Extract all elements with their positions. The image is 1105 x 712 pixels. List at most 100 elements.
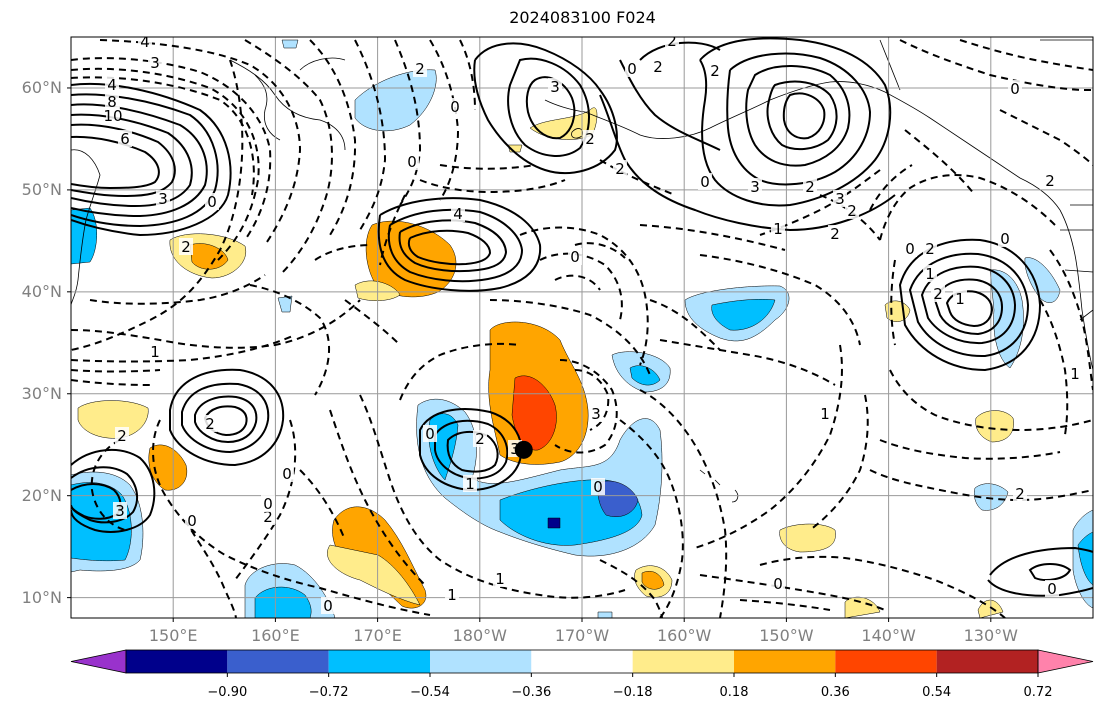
contour-label: 3: [158, 190, 168, 208]
colorbar-extend-high: [1037, 649, 1094, 674]
contour-label-bg: [931, 285, 945, 302]
latitude-label: 30°N: [21, 383, 62, 403]
contour-label: 2: [1015, 485, 1025, 503]
contour-label-bg: [1068, 365, 1082, 382]
contour-dashed: [90, 439, 126, 531]
contour-dashed: [739, 599, 831, 611]
contour-label-bg: [818, 405, 832, 422]
contour-solid: [434, 419, 509, 480]
coastline: [1059, 209, 1093, 371]
contour-label-bg: [1043, 172, 1057, 189]
contour-dashed: [890, 259, 896, 346]
colorbar-segment: [734, 650, 836, 673]
contour-label-bg: [115, 427, 129, 444]
contour-label: 2: [205, 415, 215, 433]
latitude-label: 50°N: [21, 179, 62, 199]
contour-dashed: [539, 252, 623, 321]
contour-dashed: [574, 369, 610, 431]
colorbar-frame: [125, 649, 1039, 674]
contour-label-bg: [205, 193, 219, 210]
contour-solid: [987, 579, 1093, 597]
contour-label-bg: [803, 178, 817, 195]
contour-dashed: [639, 389, 728, 618]
contour-label-bg: [451, 205, 465, 222]
contour-dashed: [71, 369, 161, 373]
contour-label-bg: [589, 405, 603, 422]
contour-dashed: [309, 39, 357, 236]
contour-label-bg: [463, 475, 477, 492]
map-title: 2024083100 F024: [509, 8, 656, 27]
latitude-label: 40°N: [21, 281, 62, 301]
contour-dashed: [439, 164, 536, 170]
contour-label-bg: [923, 240, 937, 257]
contour-dashed: [554, 359, 618, 454]
colorbar-extend-low: [70, 649, 127, 674]
contour-solid: [599, 94, 896, 232]
contour-solid: [203, 405, 248, 437]
coastline: [299, 57, 346, 71]
contour-dashed: [699, 254, 861, 346]
colorbar-segment: [430, 650, 532, 673]
contour-label: 3: [750, 178, 760, 196]
contour-label-bg: [1045, 580, 1059, 597]
contour-label: 3: [591, 405, 601, 423]
coastline: [254, 74, 281, 141]
contour-label-bg: [665, 37, 679, 49]
contour-solid: [1028, 563, 1072, 581]
contour-solid: [194, 395, 258, 444]
contour-dashed: [71, 379, 151, 386]
colorbar-segment: [328, 650, 430, 673]
contour-label: 2: [667, 32, 677, 50]
contour-label: 1: [955, 290, 965, 308]
contour-label-bg: [106, 107, 120, 124]
contour-label-bg: [845, 202, 859, 219]
contour-label-bg: [698, 173, 712, 190]
contour-label: 2: [615, 160, 625, 178]
colorbar-tick-label: 0.18: [719, 685, 749, 700]
contour-dashed: [649, 299, 721, 351]
contour-dashed: [554, 274, 601, 291]
contour-label-bg: [105, 93, 119, 110]
longitude-label: 130°W: [963, 626, 1018, 645]
contour-label-bg: [138, 37, 152, 50]
shaded-region: [547, 517, 561, 529]
contour-dashed: [869, 469, 1093, 502]
colorbar: [70, 649, 1094, 677]
colorbar-tick-label: 0.36: [820, 685, 850, 700]
contour-label: 6: [120, 130, 130, 148]
contour-dashed: [329, 409, 426, 586]
contour-label-bg: [448, 98, 462, 115]
colorbar-segment: [632, 650, 734, 673]
contour-dashed: [359, 394, 626, 599]
contour-solid: [71, 103, 208, 218]
latitude-label: 20°N: [21, 485, 62, 505]
contour-dashed: [999, 109, 1093, 166]
contour-label: 0: [1010, 80, 1020, 98]
contour-label-bg: [651, 58, 665, 75]
contour-solid: [908, 252, 1030, 358]
contour-label: 2: [710, 62, 720, 80]
shaded-region: [844, 596, 881, 618]
contour-label: 4: [140, 33, 150, 51]
contour-label-bg: [185, 512, 199, 529]
colorbar-segment: [531, 650, 633, 673]
contour-label: 4: [453, 205, 463, 223]
longitude-label: 180°W: [452, 626, 507, 645]
contour-label-bg: [203, 415, 217, 432]
contour-dashed: [71, 299, 361, 349]
colorbar-segment: [936, 650, 1038, 673]
contour-label: 2: [415, 60, 425, 78]
contour-label: 0: [905, 240, 915, 258]
contour-label-bg: [105, 76, 119, 93]
contour-label-bg: [548, 78, 562, 95]
coastline: [229, 59, 346, 151]
coastline: [714, 479, 721, 486]
contour-dashed: [354, 39, 387, 231]
contour-label-bg: [998, 230, 1012, 247]
contour-label-bg: [179, 238, 193, 255]
contour-dashed: [379, 194, 406, 266]
colorbar-tick-label: −0.18: [612, 685, 653, 700]
contour-label: 0: [700, 173, 710, 191]
contour-solid: [181, 382, 270, 454]
